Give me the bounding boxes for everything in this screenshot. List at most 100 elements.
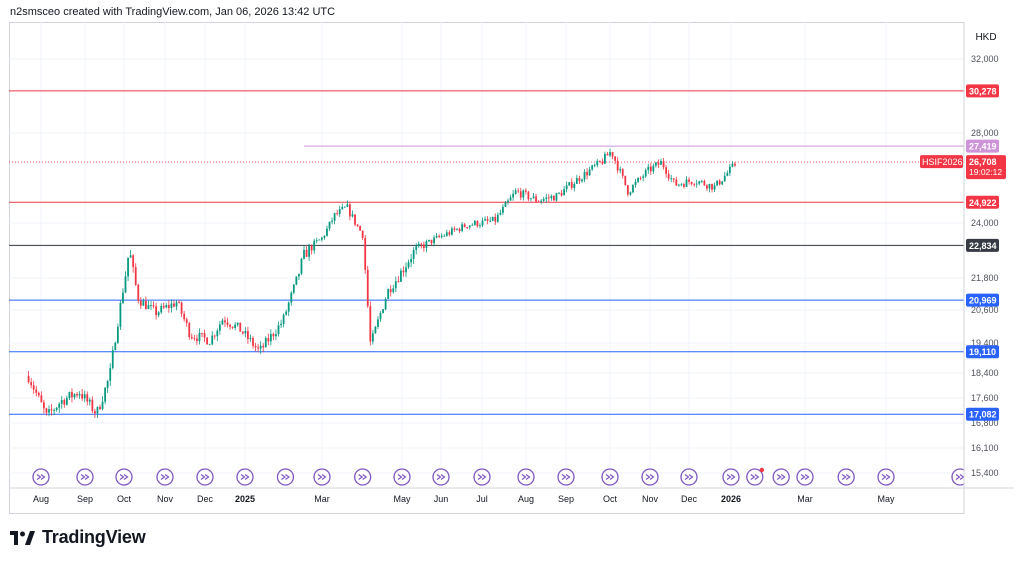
candle-body: [417, 243, 420, 247]
candle-body: [58, 403, 61, 408]
currency-label: HKD: [975, 32, 996, 43]
candle-body: [667, 173, 670, 179]
event-marker-icon[interactable]: [837, 468, 855, 486]
candle-body: [116, 326, 119, 343]
candle-body: [99, 406, 101, 410]
level-price-tag: [966, 139, 999, 153]
candle-body: [183, 313, 186, 320]
candle-body: [155, 306, 158, 316]
candle-body: [170, 303, 173, 308]
level-price-label: 17,082: [969, 410, 997, 420]
event-marker-icon[interactable]: [432, 468, 450, 486]
candle-body: [224, 320, 226, 323]
candle-body: [726, 172, 729, 176]
candle-body: [619, 169, 622, 171]
event-marker-icon[interactable]: [772, 468, 790, 486]
candle-body: [471, 224, 474, 226]
event-marker-icon[interactable]: [473, 468, 491, 486]
candle-body: [213, 335, 216, 337]
event-marker-icon[interactable]: [196, 468, 214, 486]
candle-body: [106, 380, 109, 388]
candle-body: [198, 332, 201, 342]
candle-body: [165, 305, 168, 308]
candle-body: [473, 221, 476, 225]
candle-body: [277, 325, 280, 335]
candle-body: [524, 190, 527, 192]
candle-body: [91, 399, 94, 412]
candle-body: [338, 209, 341, 214]
event-marker-icon[interactable]: [746, 467, 765, 486]
candle-body: [308, 245, 311, 257]
candle-body: [295, 276, 298, 285]
candle-body: [494, 216, 497, 222]
candle-body: [252, 338, 254, 346]
candle-body: [649, 166, 652, 172]
event-marker-icon[interactable]: [115, 468, 133, 486]
candle-body: [320, 237, 323, 240]
candle-body: [440, 235, 443, 237]
chart-caption: n2smsceo created with TradingView.com, J…: [10, 6, 336, 18]
candle-body: [328, 221, 331, 229]
level-price-tag: [966, 84, 999, 98]
candle-body: [675, 179, 678, 186]
candle-body: [341, 206, 344, 210]
candle-body: [185, 319, 188, 324]
candle-body: [626, 185, 629, 195]
candle-body: [94, 411, 96, 414]
candle-body: [491, 216, 494, 221]
candle-body: [443, 235, 446, 237]
candle-body: [558, 192, 560, 194]
event-marker-icon[interactable]: [354, 468, 372, 486]
candle-body: [76, 394, 78, 396]
candle-body: [35, 389, 38, 393]
candle-body: [685, 179, 688, 187]
candle-body: [711, 183, 713, 190]
event-marker-icon[interactable]: [641, 468, 659, 486]
candle-body: [318, 239, 321, 241]
candle-body: [695, 183, 698, 185]
candle-body: [290, 292, 293, 303]
candle-body: [479, 225, 481, 227]
level-price-tag: [966, 238, 999, 252]
candle-body: [287, 302, 290, 312]
event-marker-icon[interactable]: [517, 468, 535, 486]
event-marker-icon[interactable]: [156, 468, 174, 486]
price-chart[interactable]: HKD32,00028,00024,00022,80021,80020,6001…: [9, 22, 1014, 514]
candle-body: [303, 249, 305, 259]
time-tick-label: Oct: [603, 494, 618, 504]
event-marker-icon[interactable]: [313, 468, 331, 486]
event-marker-icon[interactable]: [722, 468, 740, 486]
event-marker-icon[interactable]: [393, 468, 411, 486]
candle-body: [196, 338, 198, 342]
candle-body: [537, 201, 540, 203]
price-tick-label: 21,800: [971, 273, 999, 283]
event-marker-icon[interactable]: [236, 468, 254, 486]
candle-body: [655, 162, 657, 166]
event-marker-icon[interactable]: [877, 468, 895, 486]
event-marker-icon[interactable]: [796, 468, 814, 486]
candle-body: [616, 160, 619, 171]
time-tick-label: Aug: [33, 494, 49, 504]
candle-body: [425, 241, 428, 248]
event-markers[interactable]: [32, 467, 969, 486]
candle-body: [48, 409, 50, 413]
brand-name: TradingView: [42, 527, 146, 547]
candle-body: [728, 166, 731, 173]
time-axis[interactable]: Aug Sep Oct Nov Dec 2025 Mar May Jun Jul Aug Sep Oct…: [9, 487, 1014, 504]
last-price-label: 26,708: [969, 157, 997, 167]
horizontal-levels[interactable]: [9, 90, 964, 415]
candle-body: [65, 397, 68, 405]
candle-body: [693, 184, 696, 185]
event-marker-icon[interactable]: [276, 468, 295, 486]
event-marker-icon[interactable]: [680, 468, 698, 486]
event-marker-icon[interactable]: [76, 468, 94, 486]
event-marker-icon[interactable]: [32, 468, 50, 486]
event-marker-icon[interactable]: [601, 468, 619, 486]
event-marker-icon[interactable]: [557, 468, 575, 486]
time-tick-label: Nov: [642, 494, 659, 504]
price-axis[interactable]: HKD32,00028,00024,00022,80021,80020,6001…: [920, 22, 1014, 514]
candle-body: [438, 235, 441, 237]
candle-body: [83, 394, 86, 399]
candle-body: [412, 249, 415, 259]
candle-body: [606, 153, 609, 156]
